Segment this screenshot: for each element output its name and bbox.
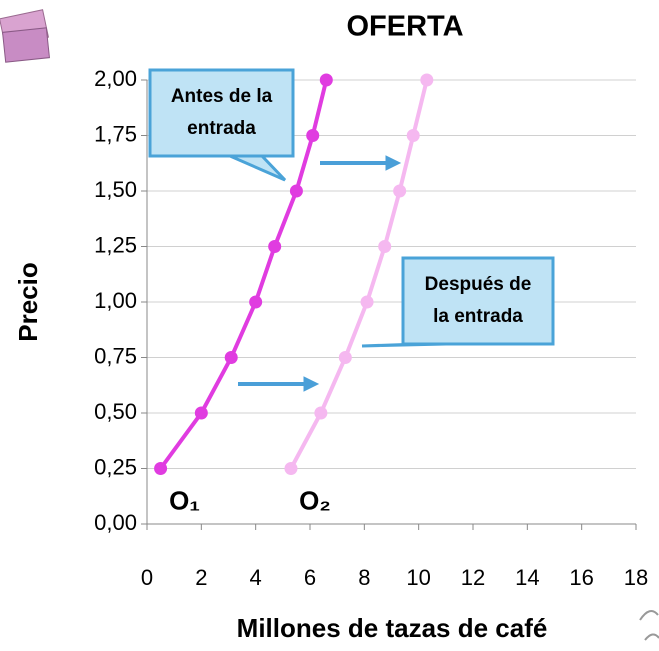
series-line (289, 79, 429, 470)
callout-box (401, 256, 555, 346)
y-tick-label: 2,00 (94, 66, 137, 91)
callout-text: entrada (187, 118, 256, 139)
data-point (338, 351, 352, 364)
x-axis-label: Millones de tazas de café (237, 613, 548, 643)
data-point (284, 462, 298, 475)
data-point (360, 295, 374, 309)
series-line (158, 79, 329, 470)
x-tick-label: 12 (461, 565, 485, 590)
y-axis-label: Precio (13, 262, 43, 342)
x-tick-label: 18 (624, 565, 648, 590)
y-tick-label: 0,75 (94, 343, 137, 368)
callout-text: Después de (425, 274, 532, 295)
data-point (268, 240, 282, 253)
x-tick-label: 8 (358, 565, 370, 590)
y-tick-label: 0,00 (94, 510, 137, 535)
data-point (289, 184, 303, 198)
x-tick-label: 10 (406, 565, 430, 590)
x-tick-label: 16 (569, 565, 593, 590)
y-tick-label: 0,50 (94, 399, 137, 424)
data-point (314, 406, 328, 420)
money-icon (0, 9, 50, 63)
callout-pointer (229, 154, 287, 182)
callout: Antes de la entrada (148, 68, 295, 182)
data-point (154, 462, 168, 475)
callout: Después de la entrada (361, 256, 555, 348)
data-point (224, 351, 238, 364)
chart-title: OFERTA (346, 11, 463, 43)
callout-text: la entrada (433, 306, 523, 327)
data-point (406, 129, 420, 142)
y-tick-label: 1,00 (94, 288, 137, 313)
x-tick-label: 6 (304, 565, 316, 590)
y-tick-label: 1,75 (94, 121, 137, 146)
callout-text: Antes de la (171, 86, 273, 107)
data-point (319, 73, 333, 87)
data-point (420, 73, 434, 87)
y-tick-label: 1,50 (94, 177, 137, 202)
coffee-icon (639, 610, 659, 641)
x-tick-label: 0 (141, 565, 153, 590)
y-tick-label: 1,25 (94, 232, 137, 257)
callout-box (148, 68, 295, 158)
series-label: O₁ (169, 485, 200, 515)
data-point (393, 184, 407, 198)
x-tick-label: 14 (515, 565, 539, 590)
series-label: O₂ (299, 485, 331, 515)
x-tick-label: 4 (250, 565, 262, 590)
data-point (249, 295, 263, 309)
data-point (306, 129, 320, 142)
y-tick-label: 0,25 (94, 454, 137, 479)
arrows (238, 155, 402, 392)
data-point (378, 240, 392, 253)
x-tick-label: 2 (195, 565, 207, 590)
data-point (194, 406, 208, 420)
